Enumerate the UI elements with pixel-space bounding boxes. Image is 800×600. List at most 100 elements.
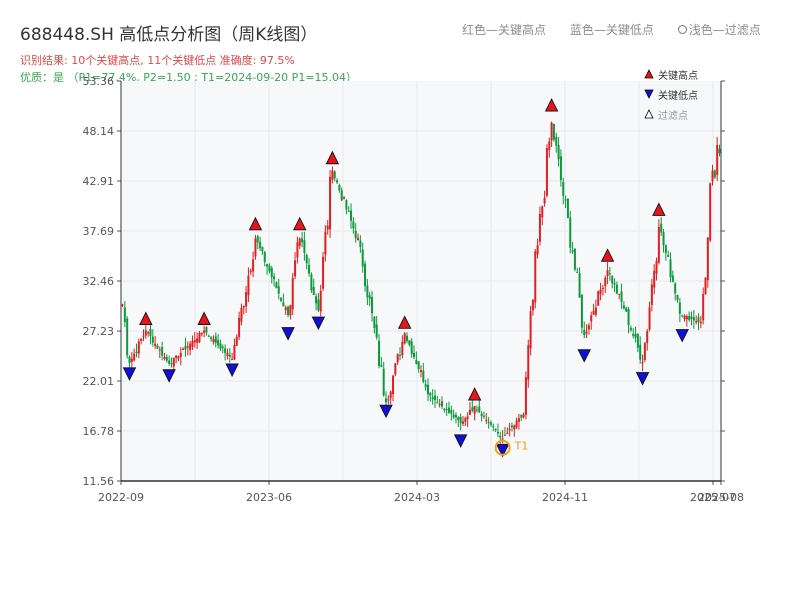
candle-body	[254, 238, 257, 257]
candle-body	[396, 354, 399, 363]
candle-body	[317, 299, 320, 311]
candle-body	[594, 307, 597, 315]
key-high-marker	[600, 248, 615, 262]
x-tick-label: 2025-07	[690, 491, 736, 504]
y-tick-label: 16.78	[83, 425, 115, 438]
candle-body	[268, 265, 271, 272]
candle-body	[454, 414, 457, 418]
legend-filtered-label: 过滤点	[658, 110, 688, 122]
candle-body	[692, 317, 695, 321]
candle-body	[671, 275, 674, 282]
candle-body	[394, 363, 397, 375]
candle-body	[681, 315, 684, 317]
candle-body	[571, 250, 574, 252]
candle-body	[527, 345, 530, 380]
candle-body	[552, 123, 555, 140]
candle-body	[392, 375, 395, 395]
candle-body	[212, 338, 215, 342]
key-high-marker	[197, 311, 211, 325]
candle-body	[305, 254, 308, 264]
candle-body	[154, 343, 157, 346]
candle-body	[371, 297, 374, 314]
key-low-marker	[379, 404, 393, 419]
candle-body	[529, 311, 532, 349]
candle-body	[452, 414, 455, 418]
candle-body	[660, 223, 663, 233]
candle-body	[287, 306, 290, 316]
key-low-marker	[635, 372, 650, 386]
candle-body	[219, 343, 222, 349]
candle-body	[319, 290, 322, 312]
candle-body	[506, 433, 509, 435]
key-high-marker	[248, 216, 263, 231]
candle-body	[503, 434, 506, 436]
x-tick-label: 2024-11	[542, 491, 588, 504]
candle-body	[436, 402, 439, 404]
candle-body	[266, 263, 269, 267]
candle-body	[433, 395, 436, 401]
candle-body	[289, 305, 292, 316]
candle-body	[545, 148, 548, 196]
candle-body	[163, 356, 166, 360]
candle-body	[189, 343, 192, 350]
candle-body	[172, 357, 175, 367]
candle-body	[226, 352, 229, 356]
candle-body	[301, 238, 304, 243]
candle-body	[380, 364, 383, 367]
candle-body	[282, 302, 285, 307]
candle-body	[373, 316, 376, 329]
candle-body	[298, 238, 301, 247]
candle-body	[228, 354, 231, 357]
candle-body	[413, 352, 416, 358]
candle-body	[224, 348, 227, 353]
candle-body	[592, 311, 595, 315]
candle-body	[494, 428, 497, 431]
candle-body	[368, 295, 371, 299]
candle-body	[524, 377, 527, 415]
candle-body	[499, 435, 502, 438]
candle-body	[123, 307, 126, 323]
y-tick-label: 22.01	[83, 375, 115, 388]
candle-body	[175, 355, 178, 359]
candle-body	[718, 148, 721, 154]
candle-body	[415, 359, 418, 364]
legend-item-high: 关键高点	[644, 64, 698, 84]
candle-body	[331, 170, 334, 180]
x-tick-label: 2022-09	[98, 491, 144, 504]
candle-body	[263, 251, 266, 262]
candle-body	[214, 336, 217, 343]
legend-low-label: 关键低点	[658, 90, 698, 102]
candle-body	[622, 305, 625, 309]
candle-body	[333, 171, 336, 179]
candle-body	[669, 259, 672, 278]
candle-body	[352, 221, 355, 229]
candle-body	[562, 182, 565, 196]
key-low-marker	[122, 367, 137, 381]
candle-body	[709, 183, 712, 241]
candle-body	[231, 359, 234, 361]
candle-body	[464, 418, 467, 422]
candle-body	[366, 285, 369, 298]
candle-body	[618, 293, 621, 295]
candle-body	[207, 335, 210, 337]
candle-body	[513, 425, 516, 430]
candle-body	[357, 237, 360, 241]
candle-body	[275, 282, 278, 289]
candle-body	[578, 273, 581, 298]
candle-body	[340, 190, 343, 201]
candle-body	[389, 391, 392, 398]
legend-hollow-text: 浅色—过滤点	[677, 23, 781, 37]
candle-body	[130, 358, 133, 363]
candle-body	[580, 294, 583, 328]
candle-body	[403, 333, 406, 344]
y-tick-label: 27.23	[83, 325, 115, 338]
candle-body	[324, 231, 327, 255]
candle-body	[252, 259, 255, 272]
candle-body	[121, 304, 124, 306]
candle-body	[643, 343, 646, 361]
candle-body	[296, 242, 299, 258]
candle-body	[408, 340, 411, 345]
candle-body	[420, 370, 422, 372]
candle-body	[401, 341, 404, 356]
